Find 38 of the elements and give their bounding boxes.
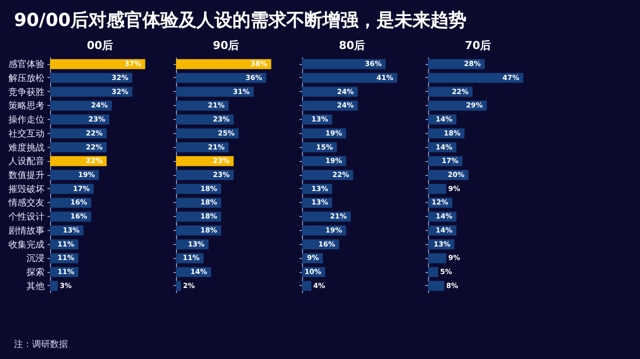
bar [176,59,272,70]
y-tick-label: 剧情故事 [8,225,44,236]
bar [428,100,487,111]
bar [302,59,386,70]
y-tick-label: 其他 [26,280,44,292]
bar [176,86,254,97]
text: 90/00后对感官体验及人设的需求不断增强，是未来趋势 [14,9,467,32]
bar [50,280,58,291]
y-tick-label: 个性设计 [8,212,44,223]
y-tick-label: 人设配音 [8,156,44,168]
y-tick-label: 操作走位 [8,114,44,126]
text: 注：调研数据 [14,338,68,351]
y-tick-label: 感官体验 [8,59,44,70]
bar [428,267,438,278]
y-tick-label: 难度挑战 [8,142,44,154]
bar [176,128,239,138]
bar [50,100,112,111]
y-tick-label: 数值提升 [8,170,44,181]
y-tick-label: 情感交友 [8,198,44,209]
bar [50,59,146,70]
y-tick-label: 沉浸 [26,253,44,264]
bar [176,280,182,291]
bar [428,253,446,264]
y-tick-label: 探索 [26,267,44,278]
bar [302,72,398,83]
bar [302,280,312,291]
y-tick-label: 摧毁破坏 [8,184,44,195]
y-tick-label: 竞争获胜 [8,86,44,98]
bar [428,184,446,194]
bar [50,86,132,97]
y-tick-label: 收集完成 [8,239,44,250]
y-tick-label: 策略思考 [8,100,44,112]
y-tick-label: 解压放松 [8,72,44,84]
bar [50,72,132,83]
bar [176,72,266,83]
bar [428,280,444,291]
bar [428,72,524,83]
y-tick-label: 社交互动 [8,128,44,140]
